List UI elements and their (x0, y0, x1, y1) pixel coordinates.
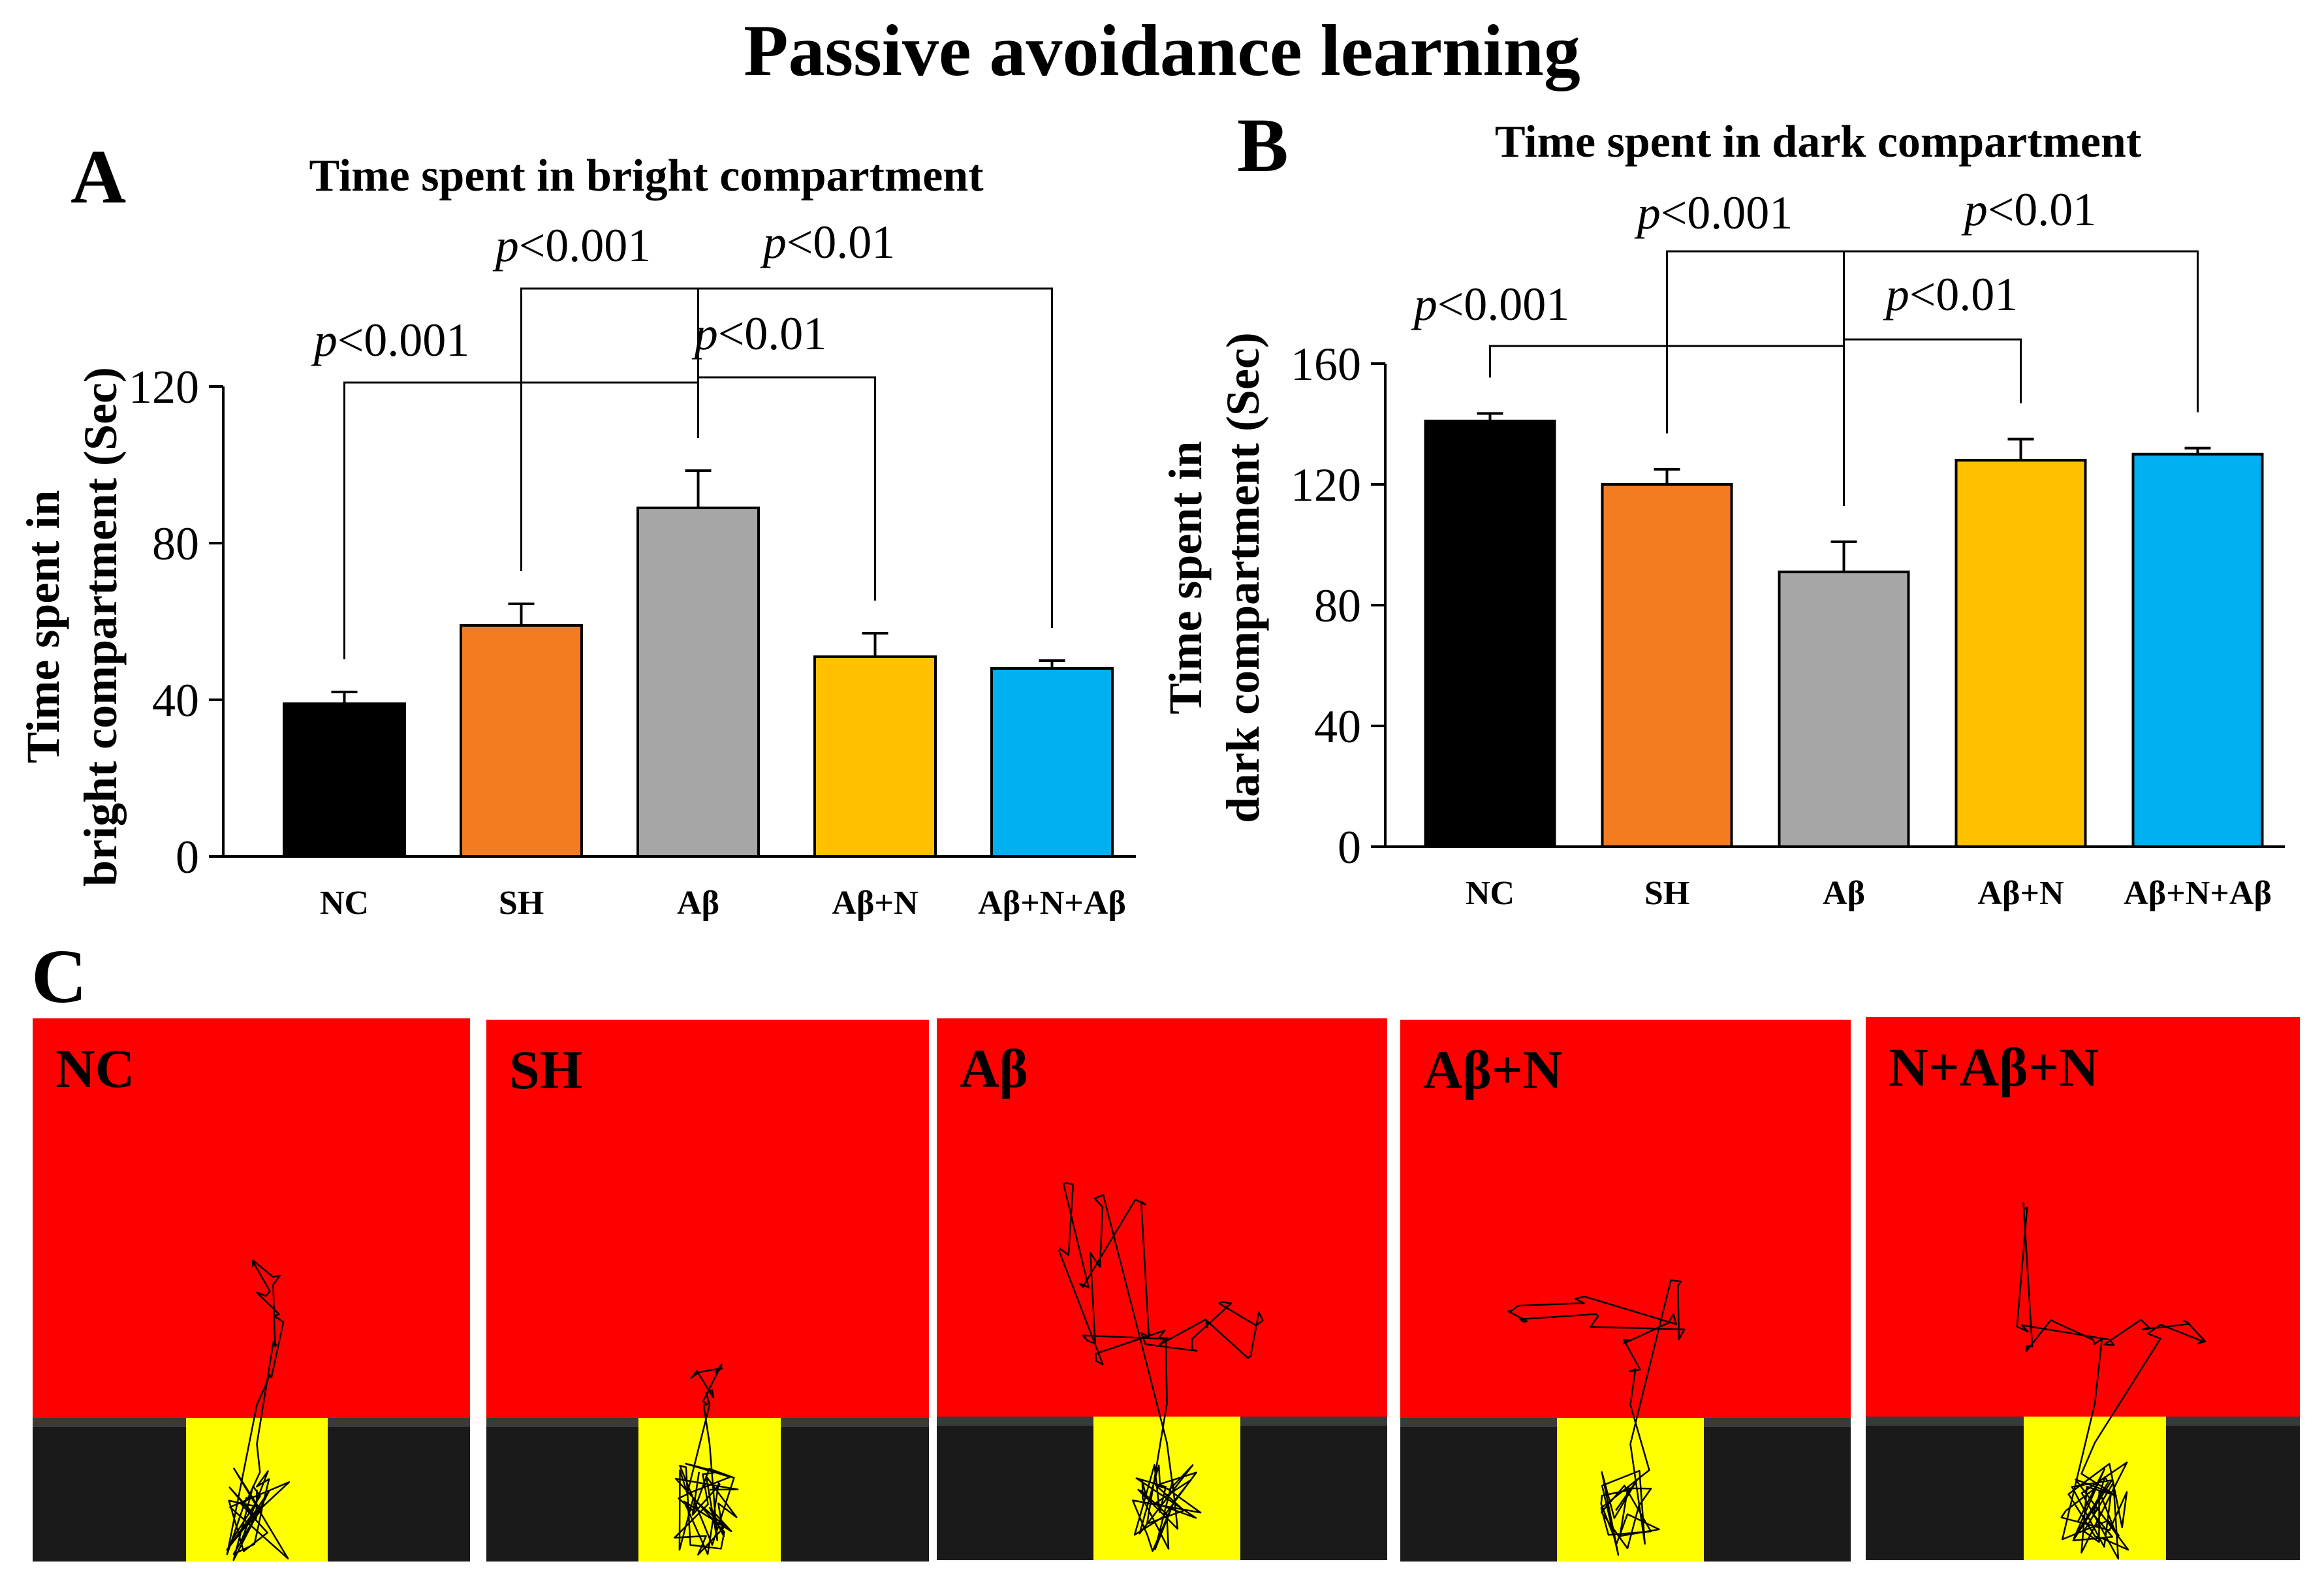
panel-a-significance-label: p<0.001 (492, 219, 652, 272)
panel-a-category-label: SH (499, 885, 544, 922)
panel-a-ylabel-line-2: bright compartment (Sec) (74, 367, 127, 887)
panel-b-letter: B (1237, 102, 1289, 188)
panel-b-bar-1 (1601, 483, 1733, 848)
panel-b-title: Time spent in dark compartment (1495, 117, 2141, 167)
track-panel-label: Aβ (960, 1039, 1028, 1099)
panel-b-category-label: Aβ (1823, 875, 1865, 912)
panel-b-ylabel-line-1: Time spent in (1159, 441, 1212, 715)
panel-a-chart: A Time spent in bright compartment Time … (17, 134, 1136, 922)
track-panel-label: SH (509, 1040, 582, 1101)
panel-c-tracks: C NC SH Aβ Aβ+N N+Aβ+N (31, 934, 2300, 1561)
movement-track (1507, 1279, 1686, 1556)
panel-b-significance-bracket (1666, 250, 1845, 506)
panel-a-y-tick-label: 0 (176, 831, 199, 883)
figure-title: Passive avoidance learning (744, 10, 1580, 91)
panel-a-significance-label: p<0.01 (760, 216, 896, 268)
panel-a-bar-0 (283, 702, 406, 858)
panel-b-significance-label: p<0.001 (1634, 187, 1793, 239)
track-panel-label: N+Aβ+N (1889, 1037, 2099, 1098)
movement-track (226, 1259, 290, 1561)
panel-a-category-label: Aβ+N+Aβ (978, 885, 1126, 922)
panel-b-y-tick-label: 40 (1314, 700, 1361, 753)
track-panel-3: Aβ+N (1400, 1020, 1851, 1561)
movement-track (2016, 1202, 2206, 1560)
bright-compartment (937, 1018, 1387, 1417)
panel-b-bar-3 (1955, 459, 2087, 848)
panel-b-bar-0 (1424, 419, 1556, 848)
panel-b-ylabel-line-2: dark compartment (Sec) (1217, 332, 1269, 823)
panel-b-significance-label: p<0.01 (1961, 183, 2097, 236)
panel-a-significance-bracket (697, 287, 1053, 628)
panel-a-y-tick-label: 80 (152, 518, 199, 570)
panel-a-category-label: Aβ (677, 885, 719, 922)
track-panel-label: NC (55, 1039, 134, 1099)
panel-c-letter: C (31, 934, 87, 1019)
panel-b-significance-label: p<0.001 (1411, 278, 1570, 330)
panel-b-category-label: Aβ+N+Aβ (2124, 875, 2272, 912)
panel-a-bar-3 (813, 655, 937, 858)
panel-a-title: Time spent in bright compartment (309, 151, 983, 201)
panel-a-letter: A (71, 134, 126, 219)
track-panel-0: NC (33, 1018, 470, 1561)
panel-b-category-label: SH (1644, 875, 1689, 912)
panel-b-significance-label: p<0.01 (1883, 268, 2018, 321)
panel-a-ylabel-line-1: Time spent in (17, 490, 69, 764)
movement-track (674, 1363, 739, 1556)
panel-b-y-tick-label: 120 (1291, 459, 1361, 511)
panel-a-category-label: Aβ+N (832, 885, 918, 922)
track-panel-4: N+Aβ+N (1866, 1017, 2300, 1560)
bright-compartment (1400, 1020, 1851, 1418)
panel-a-bar-2 (636, 507, 760, 858)
panel-a-bar-4 (990, 667, 1114, 858)
panel-b-y-tick-label: 0 (1338, 821, 1361, 873)
panel-b-significance-bracket (1843, 250, 2199, 506)
panel-a-significance-label: p<0.01 (691, 307, 827, 360)
track-panel-2: Aβ (937, 1018, 1387, 1560)
panel-a-bar-1 (460, 624, 583, 858)
panel-b-bar-2 (1778, 571, 1910, 848)
panel-b-bar-4 (2131, 452, 2264, 848)
movement-track (1058, 1182, 1264, 1552)
panel-a-significance-label: p<0.001 (311, 314, 470, 366)
panel-a-y-tick-label: 40 (152, 674, 199, 727)
panel-b-y-tick-label: 160 (1291, 338, 1361, 390)
panel-a-y-tick-label: 120 (129, 361, 199, 413)
panel-b-chart: B Time spent in dark compartment Time sp… (1159, 102, 2285, 912)
panel-b-category-label: Aβ+N (1977, 875, 2064, 912)
bright-compartment (486, 1020, 929, 1418)
panel-b-category-label: NC (1466, 875, 1515, 912)
track-panel-label: Aβ+N (1423, 1040, 1562, 1101)
panel-a-category-label: NC (320, 885, 369, 922)
track-panel-1: SH (486, 1020, 929, 1561)
bright-compartment (33, 1018, 470, 1418)
panel-b-y-tick-label: 80 (1314, 580, 1361, 632)
bright-compartment (1866, 1017, 2300, 1417)
